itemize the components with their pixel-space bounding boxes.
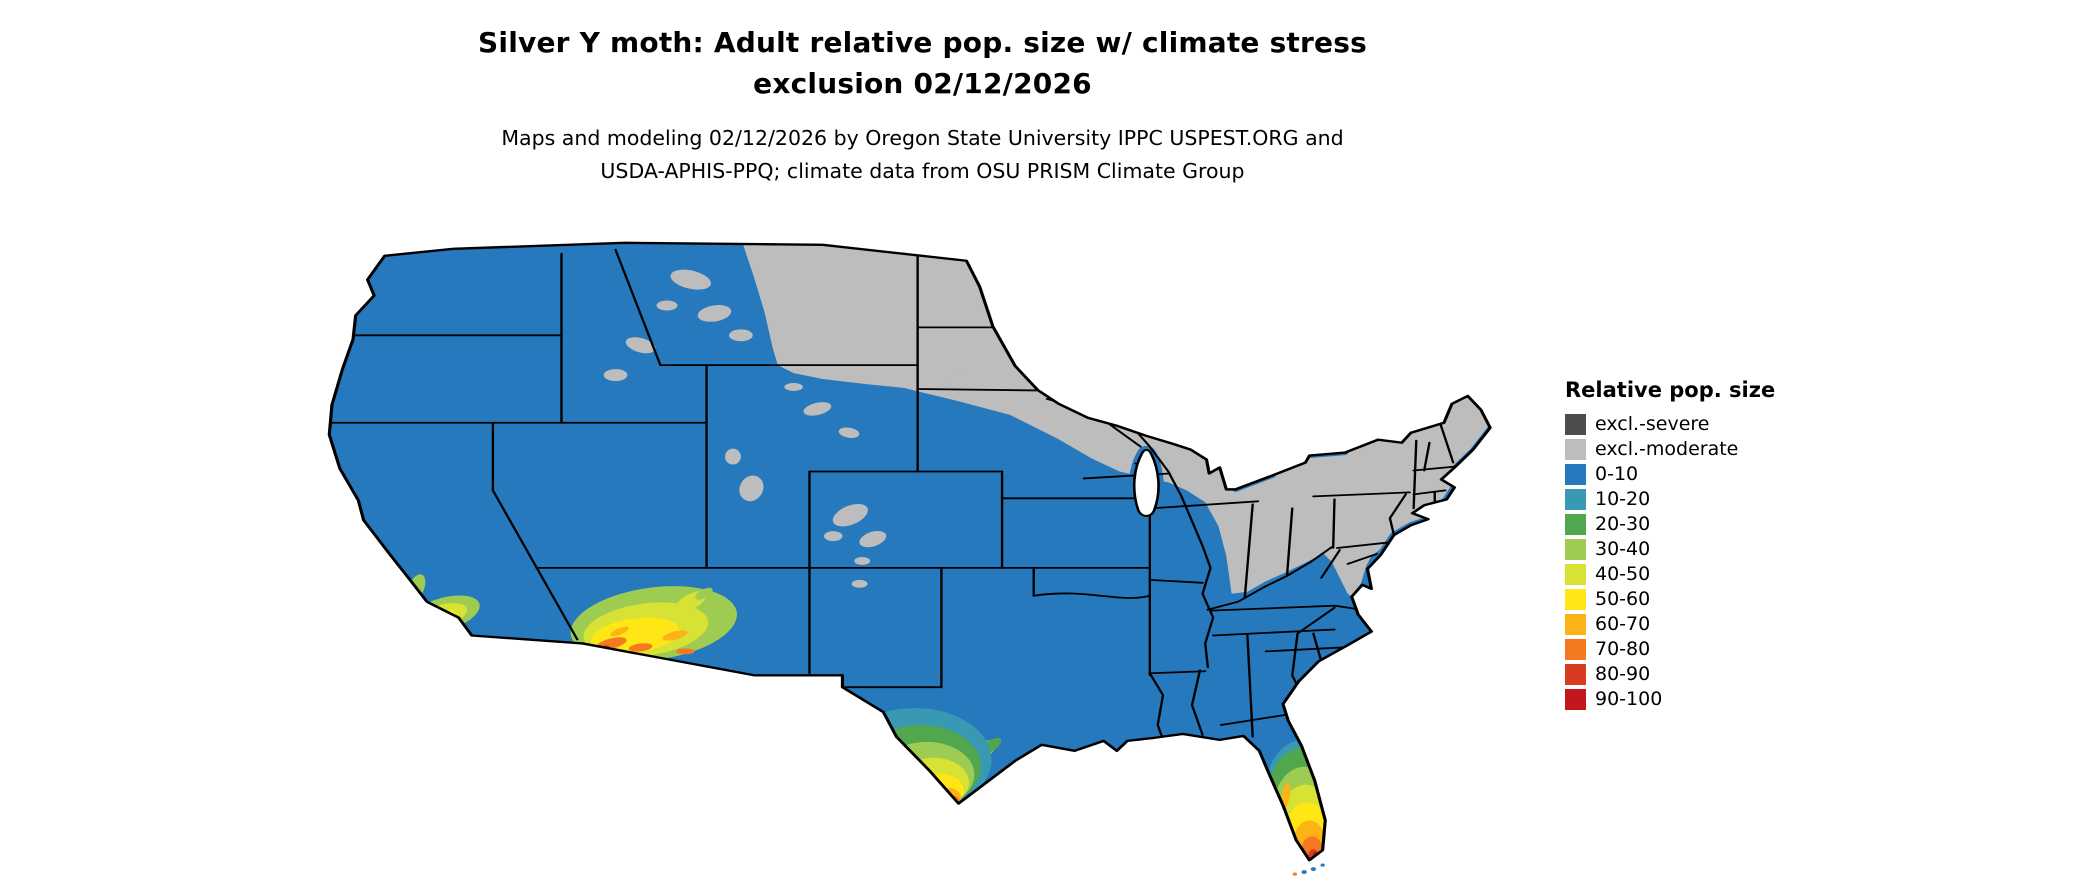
- map-title-line1: Silver Y moth: Adult relative pop. size …: [478, 26, 1367, 59]
- legend-item: 10-20: [1565, 487, 1865, 512]
- legend-swatch-30-40: [1565, 539, 1586, 560]
- legend-item: 90-100: [1565, 687, 1865, 712]
- map-subtitle-line2: USDA-APHIS-PPQ; climate data from OSU PR…: [600, 159, 1245, 183]
- legend-label: 40-50: [1595, 563, 1651, 585]
- legend-swatch-60-70: [1565, 614, 1586, 635]
- legend-label: excl.-severe: [1595, 413, 1710, 435]
- map-title-line2: exclusion 02/12/2026: [753, 67, 1092, 100]
- lake-michigan: [1132, 448, 1160, 517]
- hotspot-arizona: [570, 586, 737, 661]
- legend-swatch-40-50: [1565, 564, 1586, 585]
- legend-label: 30-40: [1595, 538, 1651, 560]
- rockies-exclusion-patches: [603, 269, 966, 588]
- legend-label: 90-100: [1595, 688, 1663, 710]
- legend-item: 0-10: [1565, 462, 1865, 487]
- legend-swatch-70-80: [1565, 639, 1586, 660]
- legend-label: 50-60: [1595, 588, 1651, 610]
- legend-item: 30-40: [1565, 537, 1865, 562]
- legend-item: 80-90: [1565, 662, 1865, 687]
- legend-swatch-excl-moderate: [1565, 439, 1586, 460]
- legend-item: 40-50: [1565, 562, 1865, 587]
- legend-item: 70-80: [1565, 637, 1865, 662]
- legend-swatch-90-100: [1565, 689, 1586, 710]
- us-map-svg: [327, 241, 1492, 876]
- legend-swatch-50-60: [1565, 589, 1586, 610]
- hotspot-south-florida: [1263, 739, 1343, 861]
- us-map: [295, 218, 1535, 886]
- legend-item: excl.-moderate: [1565, 437, 1865, 462]
- map-title: Silver Y moth: Adult relative pop. size …: [0, 22, 1845, 104]
- legend-label: 70-80: [1595, 638, 1651, 660]
- legend-swatch-0-10: [1565, 464, 1586, 485]
- us-outline: [327, 241, 1492, 862]
- legend-items: excl.-severe excl.-moderate 0-10 10-20 2…: [1565, 412, 1865, 712]
- legend-item: 20-30: [1565, 512, 1865, 537]
- map-subtitle-line1: Maps and modeling 02/12/2026 by Oregon S…: [501, 126, 1344, 150]
- legend-swatch-excl-severe: [1565, 414, 1586, 435]
- legend-item: 50-60: [1565, 587, 1865, 612]
- legend-item: 60-70: [1565, 612, 1865, 637]
- legend-item: excl.-severe: [1565, 412, 1865, 437]
- legend-label: 10-20: [1595, 488, 1651, 510]
- legend-label: 20-30: [1595, 513, 1651, 535]
- legend-label: 80-90: [1595, 663, 1651, 685]
- legend-title: Relative pop. size: [1565, 378, 1776, 402]
- map-subtitle: Maps and modeling 02/12/2026 by Oregon S…: [0, 122, 1845, 188]
- legend-swatch-20-30: [1565, 514, 1586, 535]
- legend-label: excl.-moderate: [1595, 438, 1739, 460]
- legend-label: 0-10: [1595, 463, 1639, 485]
- legend-swatch-80-90: [1565, 664, 1586, 685]
- florida-keys-dots: [1292, 863, 1325, 876]
- map-legend: Relative pop. size excl.-severe excl.-mo…: [1565, 378, 1865, 712]
- legend-swatch-10-20: [1565, 489, 1586, 510]
- legend-label: 60-70: [1595, 613, 1651, 635]
